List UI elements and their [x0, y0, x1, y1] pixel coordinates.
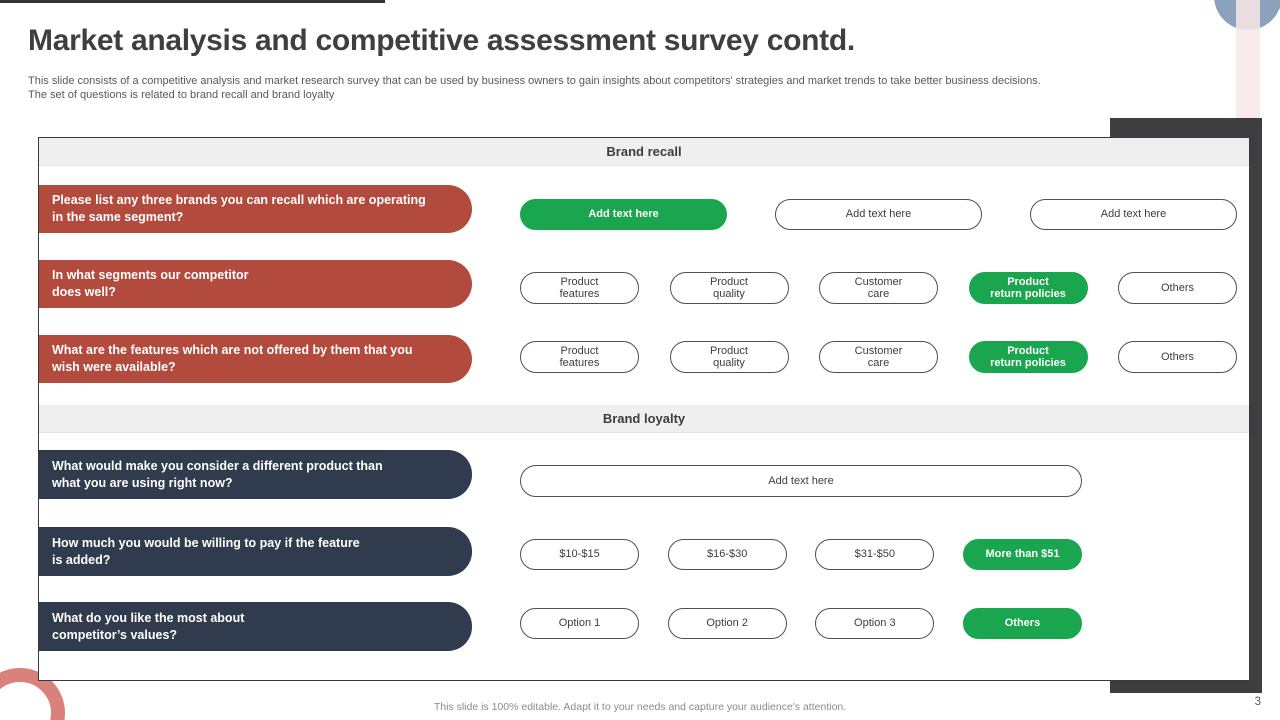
top-accent-bar — [0, 0, 385, 3]
answer-options-row: Add text here Add text here Add text her… — [520, 199, 1237, 230]
pink-bar-decoration — [1236, 0, 1260, 118]
option-button[interactable]: Product return policies — [968, 272, 1088, 304]
question-pill: Please list any three brands you can rec… — [39, 185, 472, 233]
page-title: Market analysis and competitive assessme… — [28, 24, 855, 57]
answer-options-row: Add text here — [520, 465, 1082, 497]
survey-table: Brand recall Please list any three brand… — [38, 137, 1250, 681]
question-pill: How much you would be willing to pay if … — [39, 527, 472, 576]
footer-note: This slide is 100% editable. Adapt it to… — [433, 701, 847, 713]
option-button[interactable]: Product quality — [669, 272, 789, 304]
option-button[interactable]: Option 3 — [815, 608, 935, 639]
option-button[interactable]: Customer care — [819, 272, 938, 304]
question-pill: In what segments our competitor does wel… — [39, 260, 472, 308]
option-button[interactable]: Customer care — [819, 341, 938, 373]
option-button[interactable]: Product features — [520, 341, 639, 373]
question-pill: What would make you consider a different… — [39, 450, 472, 499]
option-button[interactable]: Others — [1118, 272, 1237, 304]
option-button[interactable]: $16-$30 — [667, 539, 787, 570]
answer-options-row: Product features Product quality Custome… — [520, 272, 1237, 304]
option-button[interactable]: Option 1 — [520, 608, 639, 639]
page-number: 3 — [1254, 696, 1261, 708]
option-button[interactable]: Product quality — [669, 341, 789, 373]
option-button[interactable]: $10-$15 — [520, 539, 639, 570]
option-button[interactable]: Others — [962, 608, 1082, 639]
option-button[interactable]: Add text here — [1030, 199, 1237, 230]
slide-description: This slide consists of a competitive ana… — [28, 74, 1208, 102]
option-button[interactable]: Product return policies — [968, 341, 1088, 373]
question-pill: What do you like the most about competit… — [39, 602, 472, 651]
option-button[interactable]: Product features — [520, 272, 639, 304]
option-button[interactable]: Others — [1118, 341, 1237, 373]
section-header-brand-recall: Brand recall — [39, 138, 1249, 166]
option-button[interactable]: Add text here — [520, 199, 727, 230]
answer-options-row: Option 1 Option 2 Option 3 Others — [520, 608, 1082, 639]
option-button[interactable]: $31-$50 — [815, 539, 935, 570]
option-button[interactable]: More than $51 — [962, 539, 1082, 570]
answer-options-row: $10-$15 $16-$30 $31-$50 More than $51 — [520, 539, 1082, 570]
answer-options-row: Product features Product quality Custome… — [520, 341, 1237, 373]
section-header-brand-loyalty: Brand loyalty — [39, 405, 1249, 433]
option-button[interactable]: Option 2 — [667, 608, 787, 639]
slide-description-line1: This slide consists of a competitive ana… — [28, 75, 1041, 87]
option-button[interactable]: Add text here — [775, 199, 982, 230]
option-button[interactable]: Add text here — [520, 465, 1082, 497]
question-pill: What are the features which are not offe… — [39, 335, 472, 383]
slide-description-line2: The set of questions is related to brand… — [28, 89, 335, 101]
